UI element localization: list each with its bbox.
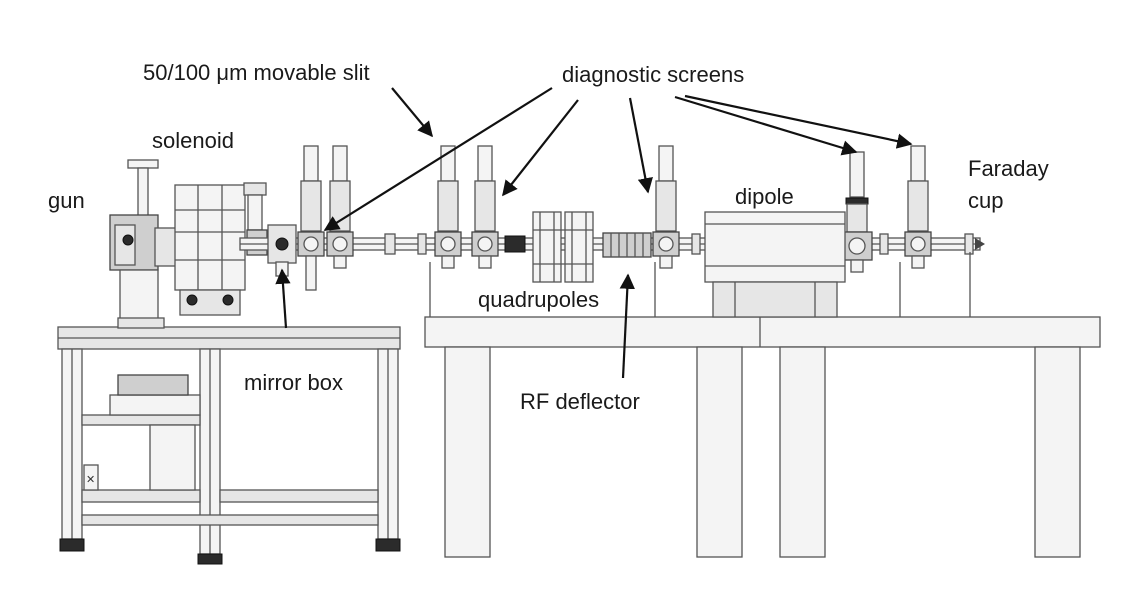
dipole: [704, 211, 846, 318]
slit-holder: [504, 235, 526, 253]
screen-cross-6: [841, 151, 873, 273]
screen-cross-5: [652, 145, 680, 269]
svg-text:✕: ✕: [86, 473, 95, 486]
screen-cross-2: [326, 145, 354, 269]
label-diagnostic-screens: diagnostic screens: [562, 62, 744, 87]
label-gun: gun: [48, 188, 85, 213]
annotation-arrows: [275, 87, 913, 379]
left-support-frame: ✕: [57, 326, 401, 565]
screen-cross-1: [297, 145, 325, 291]
right-tables: [424, 316, 1101, 558]
pipe-flanges: [384, 233, 985, 255]
solenoid: [174, 182, 268, 316]
mirror-box: [267, 224, 297, 277]
screen-cross-7: [904, 145, 932, 269]
label-quadrupoles: quadrupoles: [478, 287, 599, 312]
quadrupoles: [532, 211, 594, 283]
label-faraday-line2: cup: [968, 188, 1003, 213]
screen-cross-4: [471, 145, 499, 269]
label-slit: 50/100 μm movable slit: [143, 60, 370, 85]
gun: [109, 159, 178, 329]
screen-cross-3: [434, 145, 462, 269]
beamline-stands: [429, 252, 971, 317]
label-faraday-line1: Faraday: [968, 156, 1049, 181]
label-mirror-box: mirror box: [244, 370, 343, 395]
label-rf-deflector: RF deflector: [520, 389, 640, 414]
rf-deflector: [602, 232, 652, 258]
label-dipole: dipole: [735, 184, 794, 209]
label-solenoid: solenoid: [152, 128, 234, 153]
